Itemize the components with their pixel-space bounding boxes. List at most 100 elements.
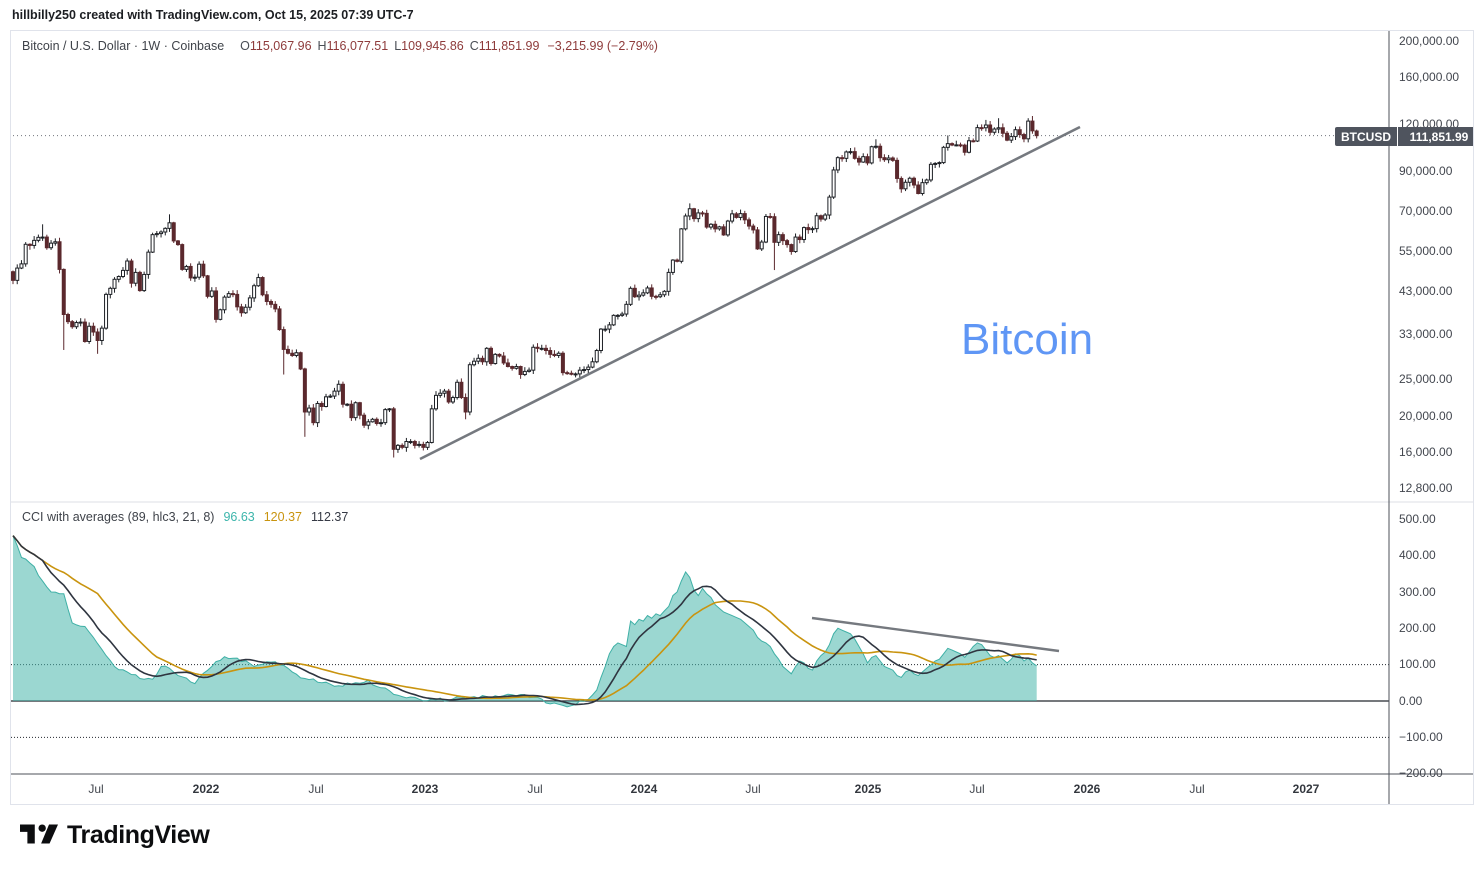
time-axis-label: Jul bbox=[1189, 782, 1205, 796]
candle-body bbox=[857, 157, 861, 163]
candle-body bbox=[962, 144, 967, 153]
price-axis-label: 55,000.00 bbox=[1399, 243, 1453, 258]
time-axis-label: Jul bbox=[88, 782, 104, 796]
price-trendline[interactable] bbox=[419, 125, 1081, 461]
candle-body bbox=[721, 226, 726, 236]
candle-body bbox=[366, 421, 371, 426]
candle-body bbox=[129, 260, 134, 284]
candle-body bbox=[226, 293, 231, 298]
cci-axis-label: −100.00 bbox=[1399, 729, 1443, 744]
candle-body bbox=[298, 352, 303, 370]
candle-body bbox=[759, 241, 764, 250]
candle-body bbox=[565, 372, 570, 375]
attribution-text: hillbilly250 created with TradingView.co… bbox=[12, 8, 414, 22]
candle-body bbox=[882, 157, 887, 161]
candle-body bbox=[44, 236, 49, 249]
cci-axis-label: 300.00 bbox=[1399, 584, 1436, 599]
candle-body bbox=[924, 179, 929, 184]
candle-body bbox=[683, 215, 688, 230]
candle-body bbox=[1034, 130, 1039, 137]
candle-body bbox=[789, 244, 794, 253]
candle-body bbox=[142, 273, 147, 292]
candle-body bbox=[679, 228, 684, 262]
candle-body bbox=[1026, 120, 1031, 140]
candle-body bbox=[171, 222, 176, 242]
ohlc-value: 115,067.96 bbox=[249, 39, 312, 53]
candle-body bbox=[1000, 127, 1005, 134]
candle-body bbox=[670, 259, 675, 273]
time-axis-label: Jul bbox=[745, 782, 761, 796]
candle-body bbox=[78, 321, 83, 324]
candle-body bbox=[569, 372, 574, 375]
cci-trendline[interactable] bbox=[811, 616, 1060, 653]
candle-body bbox=[484, 347, 489, 363]
candle-body bbox=[717, 226, 722, 230]
candle-body bbox=[844, 151, 849, 159]
price-axis-label: 20,000.00 bbox=[1399, 408, 1453, 423]
candle-body bbox=[776, 234, 781, 243]
candle-body bbox=[797, 236, 802, 241]
candle-body bbox=[252, 285, 257, 299]
tradingview-logo-text: TradingView bbox=[67, 820, 210, 849]
candle-body bbox=[463, 397, 468, 413]
candle-body bbox=[675, 259, 680, 262]
candle-body bbox=[548, 350, 553, 355]
candle-body bbox=[628, 287, 633, 305]
price-axis-label: 43,000.00 bbox=[1399, 283, 1453, 298]
candle-body bbox=[971, 140, 976, 143]
candle-body bbox=[950, 143, 955, 146]
candle-body bbox=[497, 353, 502, 357]
candle-body bbox=[814, 215, 819, 230]
candle-body bbox=[319, 402, 324, 408]
candle-body bbox=[653, 295, 658, 298]
candle-body bbox=[505, 362, 510, 368]
cci-avg8-line bbox=[12, 535, 1037, 706]
candle-body bbox=[450, 397, 455, 403]
tradingview-logo[interactable]: TradingView bbox=[20, 820, 210, 850]
candle-body bbox=[27, 243, 32, 246]
candle-body bbox=[704, 212, 709, 228]
candle-body bbox=[806, 227, 811, 231]
candle-body bbox=[878, 145, 883, 159]
candle-body bbox=[154, 233, 159, 236]
candle-body bbox=[708, 223, 713, 228]
candle-body bbox=[277, 308, 282, 331]
candle-body bbox=[645, 287, 650, 294]
candle-body bbox=[184, 265, 189, 270]
candle-body bbox=[945, 143, 950, 148]
candle-body bbox=[586, 366, 591, 371]
indicator-value: 120.37 bbox=[263, 510, 302, 524]
candle-body bbox=[230, 293, 235, 296]
candle-body bbox=[590, 361, 595, 368]
candle-body bbox=[61, 268, 66, 315]
price-axis-label: 200,000.00 bbox=[1399, 33, 1460, 48]
candle-body bbox=[40, 236, 45, 239]
candle-body bbox=[281, 329, 286, 350]
candle-body bbox=[201, 263, 206, 277]
time-axis-label: 2026 bbox=[1073, 782, 1101, 796]
candle-body bbox=[146, 251, 151, 275]
chart-canvas[interactable] bbox=[11, 31, 1473, 804]
candle-body bbox=[120, 269, 125, 278]
cci-avg21-line bbox=[12, 535, 1037, 701]
candle-body bbox=[785, 240, 790, 246]
candle-body bbox=[933, 162, 938, 165]
candle-body bbox=[205, 275, 210, 297]
candle-body bbox=[438, 392, 443, 396]
candle-body bbox=[988, 124, 993, 133]
tradingview-icon bbox=[20, 824, 58, 844]
candle-body bbox=[137, 271, 142, 292]
candle-body bbox=[95, 331, 100, 341]
cci-area bbox=[13, 535, 1037, 707]
indicator-title[interactable]: CCI with averages (89, hlc3, 21, 8) bbox=[22, 510, 215, 524]
candle-body bbox=[582, 369, 587, 372]
ohlc-key: C bbox=[469, 39, 479, 53]
candle-body bbox=[823, 214, 828, 220]
candle-body bbox=[958, 144, 963, 147]
symbol-title[interactable]: Bitcoin / U.S. Dollar · 1W · Coinbase bbox=[22, 39, 225, 53]
candle-body bbox=[730, 213, 735, 222]
price-axis-label: 70,000.00 bbox=[1399, 204, 1453, 219]
candle-body bbox=[70, 321, 75, 328]
candle-body bbox=[74, 322, 79, 328]
candle-body bbox=[180, 244, 185, 270]
